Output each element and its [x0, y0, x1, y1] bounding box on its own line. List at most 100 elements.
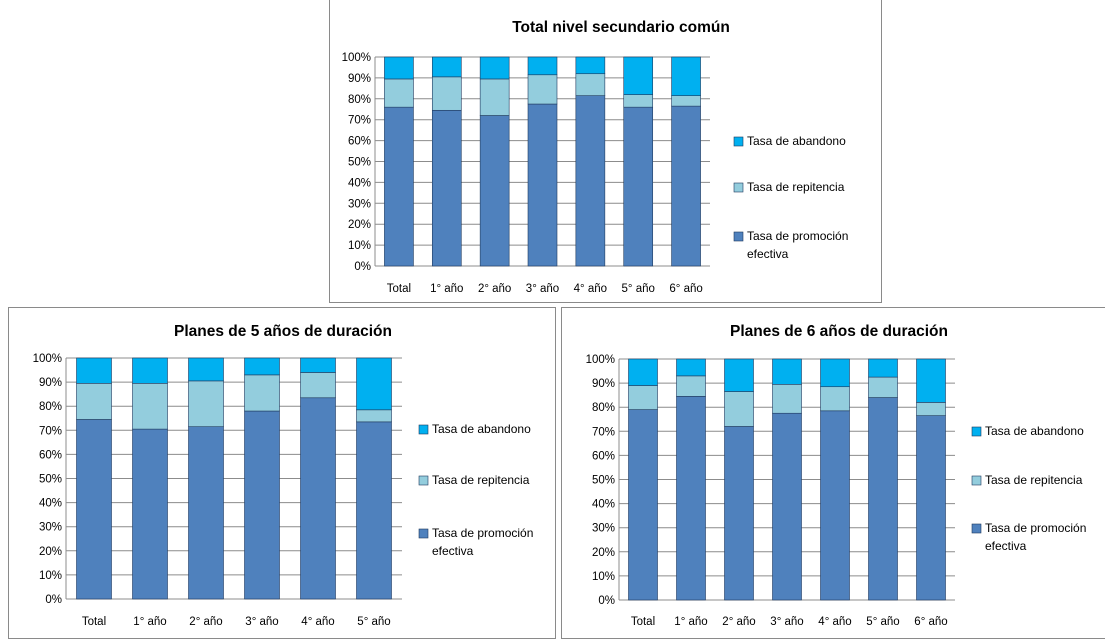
bar-promocion-6: [916, 415, 946, 601]
y-tick-label: 100%: [33, 353, 62, 365]
legend-label-abandono: Tasa de abandono: [747, 134, 846, 148]
legend-swatch-abandono: [971, 426, 982, 437]
y-tick-label: 20%: [39, 546, 62, 558]
legend-swatch-repitencia: [733, 182, 744, 193]
bar-abandono-0: [384, 56, 414, 80]
bar-abandono-6: [916, 358, 946, 403]
bar-abandono-0: [628, 358, 658, 386]
bar-abandono-1: [676, 358, 706, 377]
y-tick-label: 80%: [39, 401, 62, 413]
x-tick-label: 4° año: [818, 616, 851, 628]
bar-repitencia-1: [132, 383, 168, 430]
y-tick-label: 40%: [348, 177, 371, 189]
bar-repitencia-1: [676, 375, 706, 397]
bar-repitencia-3: [244, 374, 280, 412]
bar-repitencia-2: [724, 391, 754, 427]
chart-total-nivel-secundario: Total nivel secundario común 0% 10% 20% 30% 4…: [342, 19, 849, 295]
chart-panel-5-anos: Planes de 5 años de duración 0% 10% 20% 30% 4…: [8, 307, 556, 639]
legend-swatch-promocion: [418, 528, 429, 539]
y-tick-label: 70%: [39, 425, 62, 437]
bar-repitencia-2: [188, 380, 224, 427]
y-tick-label: 10%: [592, 571, 615, 583]
bar-promocion-4: [820, 410, 850, 601]
bar-abandono-1: [431, 56, 462, 78]
y-tick-label: 80%: [348, 94, 371, 106]
bar-promocion-3: [772, 412, 802, 601]
y-tick-label: 40%: [592, 499, 615, 511]
bar-promocion-4: [300, 397, 336, 600]
y-tick-label: 10%: [39, 570, 62, 582]
bar-abandono-3: [527, 56, 558, 76]
chart-title: Planes de 5 años de duración: [174, 323, 392, 340]
x-tick-label: 5° año: [866, 616, 899, 628]
bar-abandono-2: [724, 358, 754, 392]
bar-promocion-2: [724, 426, 754, 601]
bar-abandono-0: [76, 357, 112, 384]
chart-panel-6-anos: Planes de 6 años de duración 0% 10% 20% 30% 4…: [561, 307, 1105, 639]
chart-title: Planes de 6 años de duración: [730, 323, 948, 340]
legend-swatch-repitencia: [418, 475, 429, 486]
bar-abandono-3: [244, 357, 280, 376]
bar-promocion-3: [244, 410, 280, 600]
bar-abandono-2: [479, 56, 510, 80]
bar-abandono-5: [623, 56, 654, 95]
x-tick-label: 2° año: [478, 283, 511, 295]
x-tick-label: 4° año: [574, 283, 607, 295]
chart-title: Total nivel secundario común: [512, 19, 730, 36]
legend-label-repitencia: Tasa de repitencia: [432, 473, 530, 487]
bar-promocion-0: [384, 106, 414, 267]
y-tick-label: 20%: [348, 219, 371, 231]
bar-repitencia-5: [623, 94, 654, 108]
y-tick-label: 50%: [592, 475, 615, 487]
bar-promocion-0: [628, 409, 658, 601]
x-tick-label: 3° año: [245, 616, 278, 628]
x-tick-label: Total: [82, 616, 106, 628]
bar-repitencia-0: [628, 385, 658, 410]
y-tick-label: 30%: [592, 523, 615, 535]
y-tick-label: 20%: [592, 547, 615, 559]
x-tick-label: Total: [631, 616, 655, 628]
x-tick-label: 3° año: [526, 283, 559, 295]
y-tick-label: 80%: [592, 402, 615, 414]
bar-abandono-4: [300, 357, 336, 373]
chart-planes-6-anos: Planes de 6 años de duración 0% 10% 20% 30% 4…: [586, 323, 1087, 628]
y-tick-label: 0%: [354, 261, 371, 273]
legend-label-repitencia: Tasa de repitencia: [747, 180, 845, 194]
bar-abandono-2: [188, 357, 224, 382]
y-tick-label: 30%: [39, 522, 62, 534]
x-tick-label: 1° año: [430, 283, 463, 295]
bar-repitencia-2: [479, 78, 510, 116]
x-tick-label: 1° año: [674, 616, 707, 628]
chart-panel-total: Total nivel secundario común 0% 10% 20% 30% 4…: [329, 0, 882, 303]
x-tick-label: 6° año: [914, 616, 947, 628]
bar-repitencia-6: [671, 95, 701, 107]
bar-repitencia-5: [356, 409, 392, 423]
legend-label-promocion: efectiva: [747, 247, 789, 261]
y-tick-label: 30%: [348, 198, 371, 210]
bar-abandono-3: [772, 358, 802, 385]
y-tick-label: 90%: [592, 378, 615, 390]
y-tick-label: 0%: [45, 594, 62, 606]
bar-promocion-4: [575, 95, 606, 267]
x-tick-label: Total: [387, 283, 411, 295]
x-tick-label: 4° año: [301, 616, 334, 628]
legend-label-abandono: Tasa de abandono: [985, 424, 1084, 438]
chart-planes-5-anos: Planes de 5 años de duración 0% 10% 20% 30% 4…: [33, 323, 534, 628]
y-tick-label: 10%: [348, 240, 371, 252]
bar-promocion-2: [188, 426, 224, 600]
legend-swatch-promocion: [733, 231, 744, 242]
bar-promocion-1: [132, 428, 168, 600]
y-tick-label: 100%: [586, 354, 615, 366]
bar-repitencia-5: [868, 376, 898, 398]
bar-promocion-1: [431, 109, 462, 267]
x-tick-label: 5° año: [357, 616, 390, 628]
bar-repitencia-4: [820, 386, 850, 412]
bar-promocion-2: [479, 115, 510, 267]
bar-repitencia-6: [916, 402, 946, 416]
y-tick-label: 100%: [342, 52, 371, 64]
bar-repitencia-0: [76, 383, 112, 420]
legend-label-promocion: efectiva: [432, 544, 474, 558]
bar-repitencia-1: [431, 76, 462, 111]
y-tick-label: 70%: [348, 115, 371, 127]
legend-swatch-abandono: [733, 136, 744, 147]
